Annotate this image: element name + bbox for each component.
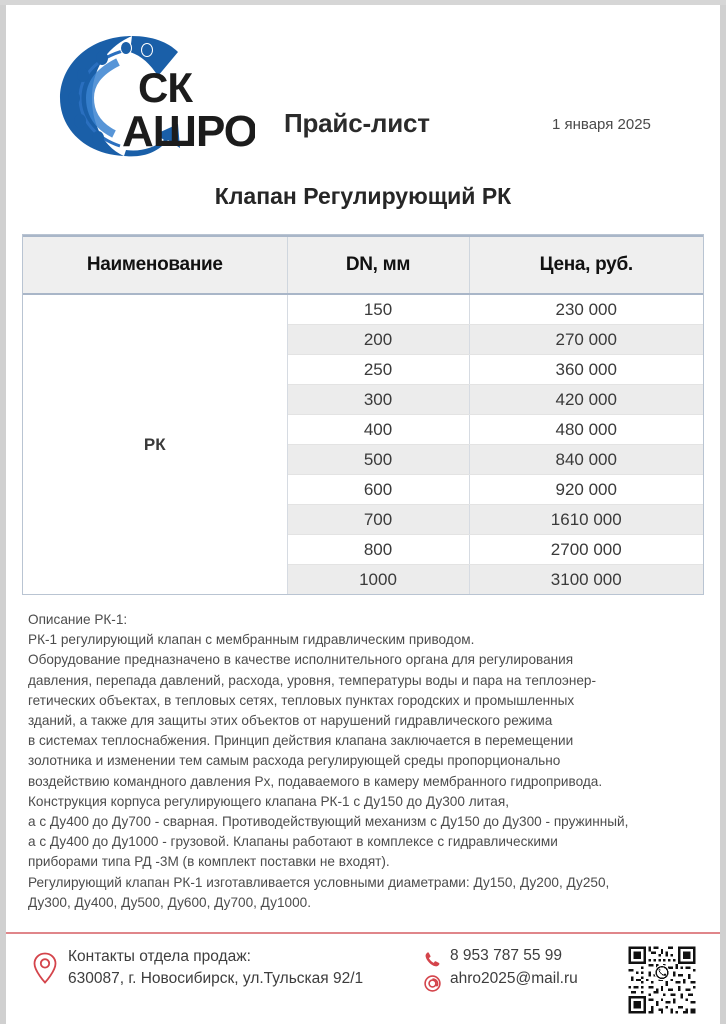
footer-email[interactable]: ahro2025@mail.ru [450,970,578,987]
table-row: 700 1610 000 [23,504,703,535]
cell-dn: 800 [287,534,470,565]
footer-divider [6,932,720,934]
price-table: Наименование DN, мм Цена, руб. РК 150 23… [23,235,703,594]
document-header: СК АШРО Прайс-лист 1 января 2025 [22,22,704,162]
contacts-block: Контакты отдела продаж: 630087, г. Новос… [68,946,363,990]
cell-dn: 700 [287,504,470,535]
cell-dn: 600 [287,474,470,505]
company-logo: СК АШРО [40,28,255,163]
table-header-row: Наименование DN, мм Цена, руб. [23,235,703,295]
footer-phone[interactable]: 8 953 787 55 99 [450,947,563,964]
product-subtitle: Клапан Регулирующий РК [214,183,512,209]
column-header-price: Цена, руб. [469,235,703,295]
cell-dn: 300 [287,384,470,415]
cell-dn: 500 [287,444,470,475]
svg-text:АШРО: АШРО [122,107,255,156]
email-at-icon [424,975,441,992]
cell-price: 360 000 [469,354,703,385]
cell-price: 270 000 [469,324,703,355]
table-row: 1000 3100 000 [23,564,703,594]
page-edge-left [0,0,6,1024]
cell-dn: 200 [287,324,470,355]
product-description: Описание РК-1: РК-1 регулирующий клапан … [28,612,629,910]
flange-logo-icon: СК АШРО [60,36,255,157]
cell-price: 480 000 [469,414,703,445]
qr-code[interactable] [626,944,698,1016]
table-row: 600 920 000 [23,474,703,505]
cell-price: 420 000 [469,384,703,415]
table-row: 300 420 000 [23,384,703,415]
cell-price: 2700 000 [469,534,703,565]
product-name-cell: РК [23,294,288,594]
contacts-address: 630087, г. Новосибирск, ул.Тульская 92/1 [68,970,364,987]
cell-dn: 400 [287,414,470,445]
cell-dn: 150 [287,294,470,325]
phone-icon [425,952,440,967]
cell-dn: 1000 [287,564,470,594]
cell-dn: 250 [287,354,470,385]
cell-price: 840 000 [469,444,703,475]
table-row: 200 270 000 [23,324,703,355]
document-footer: Контакты отдела продаж: 630087, г. Новос… [0,944,726,1018]
column-header-name: Наименование [23,235,288,295]
contacts-label: Контакты отдела продаж: [68,948,251,965]
page-title: Прайс-лист [284,108,430,138]
cell-price: 230 000 [469,294,703,325]
cell-price: 3100 000 [469,564,703,594]
table-row: 800 2700 000 [23,534,703,565]
table-row: 500 840 000 [23,444,703,475]
location-pin-icon [33,952,57,984]
cell-price: 1610 000 [469,504,703,535]
price-table-container: Наименование DN, мм Цена, руб. РК 150 23… [22,234,704,595]
table-row: РК 150 230 000 [23,294,703,594]
table-row: 250 360 000 [23,354,703,385]
page-edge-top [0,0,726,5]
price-list-date: 1 января 2025 [552,116,651,133]
cell-price: 920 000 [469,474,703,505]
svg-text:СК: СК [138,64,193,111]
table-row: 400 480 000 [23,414,703,445]
page-edge-right [720,0,726,1024]
column-header-dn: DN, мм [287,235,470,295]
